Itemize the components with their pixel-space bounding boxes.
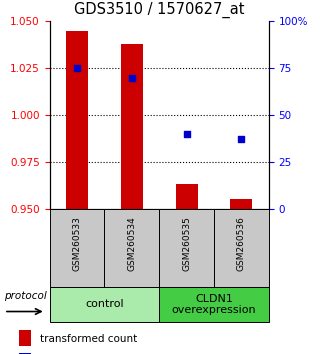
Text: control: control — [85, 299, 124, 309]
Point — [129, 75, 134, 80]
Title: GDS3510 / 1570627_at: GDS3510 / 1570627_at — [74, 2, 244, 18]
Text: GSM260534: GSM260534 — [127, 217, 136, 271]
Bar — [19, 330, 31, 346]
Bar — [19, 353, 31, 354]
Text: transformed count: transformed count — [40, 333, 137, 344]
Point — [239, 137, 244, 142]
Text: protocol: protocol — [4, 291, 47, 301]
Bar — [66, 30, 88, 209]
Bar — [159, 209, 214, 287]
Text: GSM260536: GSM260536 — [237, 216, 246, 272]
Point — [184, 131, 189, 137]
Bar — [214, 209, 269, 287]
Text: CLDN1
overexpression: CLDN1 overexpression — [172, 293, 256, 315]
Bar — [159, 287, 269, 322]
Bar — [50, 287, 159, 322]
Bar — [230, 199, 252, 209]
Bar — [50, 209, 104, 287]
Bar — [176, 184, 197, 209]
Bar — [104, 209, 159, 287]
Text: GSM260535: GSM260535 — [182, 216, 191, 272]
Text: GSM260533: GSM260533 — [73, 216, 82, 272]
Point — [75, 65, 80, 71]
Bar — [121, 44, 143, 209]
